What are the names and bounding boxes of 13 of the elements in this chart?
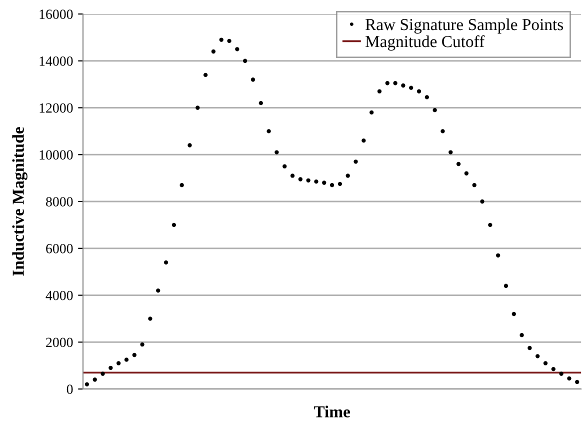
x-axis-title: Time bbox=[314, 406, 350, 418]
y-tick-label: 4000 bbox=[46, 290, 73, 300]
y-tick-label: 8000 bbox=[46, 197, 73, 206]
legend-label: Magnitude Cutoff bbox=[365, 35, 485, 51]
y-tick-label: 0 bbox=[66, 384, 73, 394]
y-tick-label: 16000 bbox=[40, 10, 73, 19]
y-axis-title: Inductive Magnitude bbox=[12, 127, 28, 276]
y-tick-label: 6000 bbox=[46, 244, 73, 254]
y-tick-label: 10000 bbox=[40, 150, 73, 160]
y-tick-label: 12000 bbox=[40, 103, 73, 113]
y-tick-label: 2000 bbox=[46, 338, 73, 348]
y-tick-label: 14000 bbox=[40, 56, 73, 66]
legend-label: Raw Signature Sample Points bbox=[365, 18, 564, 34]
